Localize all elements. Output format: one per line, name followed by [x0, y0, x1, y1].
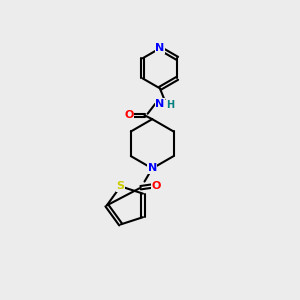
Text: H: H: [166, 100, 174, 110]
Text: O: O: [124, 110, 134, 120]
Text: S: S: [117, 182, 124, 191]
Text: O: O: [152, 181, 161, 191]
Text: N: N: [148, 164, 157, 173]
Text: N: N: [155, 43, 164, 53]
Text: N: N: [155, 99, 164, 109]
